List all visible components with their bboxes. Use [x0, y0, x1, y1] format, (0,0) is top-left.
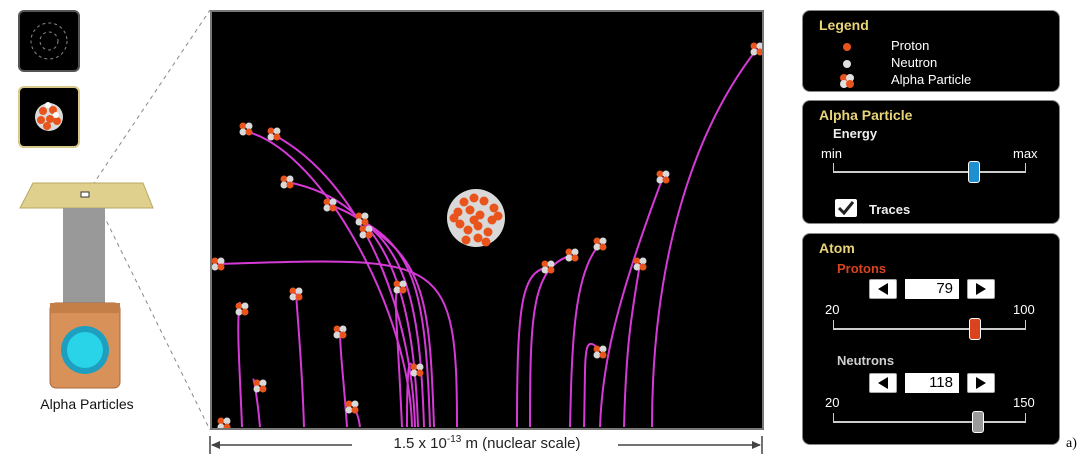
protons-slider-thumb[interactable]: [969, 318, 982, 340]
nucleus-protons: [449, 193, 503, 247]
neutrons-decrement-button[interactable]: [869, 373, 897, 393]
arrow-left-icon: [878, 283, 888, 295]
trace-lines: [217, 48, 758, 428]
atom-view-button[interactable]: [18, 10, 80, 72]
alpha-particle: [239, 122, 253, 136]
alpha-panel-title: Alpha Particle: [819, 107, 913, 123]
alpha-particle: [359, 225, 373, 239]
alpha-particle: [235, 302, 249, 316]
scale-prefix: 1.5 x 10: [393, 435, 447, 452]
neutrons-slider-thumb[interactable]: [972, 411, 985, 433]
neutrons-label: Neutrons: [837, 353, 895, 368]
scale-exponent: -13: [446, 434, 462, 445]
protons-decrement-button[interactable]: [869, 279, 897, 299]
legend-panel: Legend Proton Neutron Alpha Particle: [802, 10, 1060, 92]
alpha-particle: [267, 127, 281, 141]
neutrons-min-label: 20: [825, 395, 840, 410]
alpha-particle-icon: [840, 74, 854, 88]
arrow-right-icon: [976, 377, 986, 389]
atom-panel-title: Atom: [819, 240, 855, 256]
check-icon: [837, 201, 855, 216]
alpha-particle-gun[interactable]: [15, 180, 155, 390]
figure-label: a): [1066, 436, 1077, 451]
alpha-particle: [345, 400, 359, 414]
zoom-guides: [87, 9, 211, 431]
alpha-particle: [289, 287, 303, 301]
neutrons-value[interactable]: 118: [905, 373, 959, 393]
protons-increment-button[interactable]: [967, 279, 995, 299]
alpha-particle: [633, 257, 647, 271]
alpha-particle: [253, 379, 267, 393]
legend-title: Legend: [819, 17, 869, 33]
nucleus-view-button[interactable]: [18, 86, 80, 148]
traces-checkbox[interactable]: [835, 199, 857, 217]
neutrons-max-label: 150: [1013, 395, 1035, 410]
nucleus-icon: [35, 102, 63, 131]
energy-min-label: min: [821, 146, 842, 161]
alpha-particle: [393, 280, 407, 294]
alpha-particles: [212, 42, 762, 428]
protons-value[interactable]: 79: [905, 279, 959, 299]
alpha-particle: [355, 212, 369, 226]
scale-label: 1.5 x 10-13 m (nuclear scale): [356, 434, 618, 452]
alpha-particle: [217, 417, 231, 428]
scale-bar: [209, 436, 763, 454]
alpha-particle: [280, 175, 294, 189]
energy-slider-thumb[interactable]: [967, 161, 980, 183]
protons-label: Protons: [837, 261, 887, 276]
alpha-particle: [593, 237, 607, 251]
neutrons-increment-button[interactable]: [967, 373, 995, 393]
legend-proton: Proton: [891, 38, 930, 53]
particle-traces: [212, 42, 762, 428]
alpha-particle: [565, 248, 579, 262]
scattering-viewport: [210, 10, 764, 430]
alpha-particle: [656, 170, 670, 184]
neutrons-track[interactable]: [833, 421, 1026, 423]
protons-max-label: 100: [1013, 302, 1035, 317]
neutron-icon: [843, 60, 851, 68]
protons-track[interactable]: [833, 328, 1026, 330]
energy-track[interactable]: [833, 171, 1026, 173]
alpha-particle: [333, 325, 347, 339]
energy-max-label: max: [1013, 146, 1038, 161]
alpha-particle: [323, 198, 337, 212]
protons-min-label: 20: [825, 302, 840, 317]
atom-panel: Atom Protons 79 20 100 Neutrons 118 20 1…: [802, 233, 1060, 445]
alpha-particle: [541, 260, 555, 274]
arrow-left-icon: [878, 377, 888, 389]
arrow-right-icon: [976, 283, 986, 295]
energy-label: Energy: [833, 126, 878, 141]
atom-orbit-icon: [30, 22, 68, 60]
alpha-particle: [212, 257, 225, 271]
gun-label: Alpha Particles: [40, 396, 134, 412]
legend-neutron: Neutron: [891, 55, 938, 70]
alpha-particle: [750, 42, 762, 56]
legend-alpha: Alpha Particle: [891, 72, 972, 87]
alpha-particle: [410, 363, 424, 377]
proton-icon: [843, 43, 851, 51]
alpha-particle-panel: Alpha Particle Energy min max Traces: [802, 100, 1060, 224]
alpha-particle: [593, 345, 607, 359]
scale-suffix: m (nuclear scale): [461, 435, 581, 452]
traces-label: Traces: [869, 202, 911, 217]
